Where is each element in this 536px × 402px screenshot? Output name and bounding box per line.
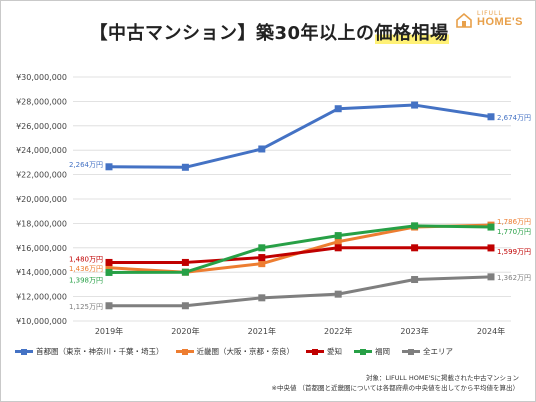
end-value-label: 1,599万円 — [497, 248, 531, 256]
legend-label: 愛知 — [327, 347, 342, 356]
legend-marker — [312, 348, 318, 355]
legend-item: 全エリア — [402, 346, 453, 357]
x-tick-label: 2023年 — [400, 326, 428, 336]
data-point — [105, 264, 113, 272]
end-value-label: 1,770万円 — [497, 228, 531, 236]
x-tick-label: 2020年 — [171, 326, 199, 336]
data-point — [258, 244, 266, 252]
data-point — [334, 290, 342, 298]
data-point — [105, 258, 113, 266]
x-tick-label: 2019年 — [95, 326, 123, 336]
data-point — [334, 232, 342, 240]
data-point — [181, 163, 189, 171]
start-value-label: 1,480万円 — [69, 255, 103, 263]
data-point — [411, 276, 419, 284]
legend-swatch — [306, 348, 324, 355]
legend-swatch — [15, 348, 33, 355]
legend-marker — [21, 348, 27, 355]
data-point — [258, 294, 266, 302]
legend-item: 福岡 — [354, 346, 390, 357]
data-point — [411, 244, 419, 252]
brand-logo: LIFULL HOME'S — [455, 11, 523, 28]
data-point — [334, 244, 342, 252]
line-chart: ¥10,000,000 ¥12,000,000 ¥14,000,000 ¥16,000… — [16, 73, 531, 336]
data-point — [181, 302, 189, 310]
legend-label: 近畿圏（大阪・京都・奈良） — [196, 347, 295, 356]
data-point — [105, 163, 113, 171]
legend-item: 近畿圏（大阪・京都・奈良） — [175, 346, 295, 357]
data-point — [487, 113, 495, 121]
legend-marker — [360, 348, 366, 355]
y-tick-label: ¥20,000,000 — [16, 195, 67, 204]
house-icon — [456, 12, 472, 28]
data-point — [411, 222, 419, 230]
data-point — [105, 268, 113, 276]
x-tick-label: 2021年 — [248, 326, 276, 336]
y-tick-label: ¥30,000,000 — [16, 73, 67, 82]
start-value-label: 1,398万円 — [69, 276, 103, 284]
legend-label: 全エリア — [423, 347, 453, 356]
series-line — [108, 103, 492, 169]
chart-legend: 首都圏（東京・神奈川・千葉・埼玉） 近畿圏（大阪・京都・奈良） 愛知 福岡 全エリア — [15, 346, 453, 357]
logo-line2: HOME'S — [477, 16, 523, 28]
y-tick-label: ¥10,000,000 — [16, 317, 67, 326]
data-point — [487, 273, 495, 281]
data-point — [105, 302, 113, 310]
end-value-label: 2,674万円 — [497, 114, 531, 122]
legend-marker — [181, 348, 188, 355]
legend-label: 首都圏（東京・神奈川・千葉・埼玉） — [36, 347, 164, 356]
chart-title-highlight: 価格相場 — [374, 23, 449, 44]
legend-swatch — [402, 348, 420, 355]
y-tick-label: ¥18,000,000 — [16, 219, 67, 228]
series-line — [109, 275, 492, 308]
data-point — [334, 238, 342, 246]
end-value-label: 1,786万円 — [497, 218, 531, 226]
source-note-line2: ※中央値 （首都圏と近畿圏については各都府県の中央値を出してから平均値を算出） — [271, 384, 520, 392]
source-note-line1: 対象：LIFULL HOME'Sに掲載された中古マンション — [366, 374, 519, 382]
legend-item: 愛知 — [306, 346, 342, 357]
x-tick-label: 2022年 — [324, 326, 352, 336]
data-point — [181, 258, 189, 266]
data-point — [258, 145, 266, 153]
start-value-label: 1,436万円 — [69, 265, 103, 273]
legend-swatch — [354, 348, 372, 355]
y-tick-label: ¥12,000,000 — [16, 293, 67, 302]
data-point — [487, 244, 495, 252]
x-tick-label: 2024年 — [477, 326, 505, 336]
y-tick-label: ¥28,000,000 — [16, 97, 67, 106]
y-tick-label: ¥24,000,000 — [16, 146, 67, 155]
data-point — [258, 254, 266, 262]
y-tick-label: ¥14,000,000 — [16, 268, 67, 277]
source-note: 対象：LIFULL HOME'Sに掲載された中古マンション ※中央値 （首都圏と… — [272, 373, 520, 393]
y-tick-label: ¥16,000,000 — [16, 244, 67, 253]
data-point — [258, 260, 266, 268]
series-line — [109, 246, 492, 264]
data-point — [181, 268, 189, 276]
series-line — [108, 224, 492, 274]
data-point — [334, 105, 342, 113]
chart-title-prefix: 【中古マンション】築30年以上の — [89, 23, 375, 44]
legend-label: 福岡 — [375, 347, 390, 356]
start-value-label: 2,264万円 — [69, 161, 103, 169]
legend-marker — [408, 348, 414, 355]
y-tick-label: ¥26,000,000 — [16, 122, 67, 131]
data-point — [411, 101, 419, 109]
chart-title: 【中古マンション】築30年以上の価格相場 — [1, 19, 536, 45]
start-value-label: 1,125万円 — [69, 303, 103, 311]
legend-swatch — [175, 348, 194, 355]
y-tick-label: ¥22,000,000 — [16, 171, 67, 180]
end-value-label: 1,362万円 — [497, 274, 531, 282]
legend-item: 首都圏（東京・神奈川・千葉・埼玉） — [15, 346, 164, 357]
data-point — [487, 223, 495, 231]
logo-line1: LIFULL — [477, 10, 503, 17]
